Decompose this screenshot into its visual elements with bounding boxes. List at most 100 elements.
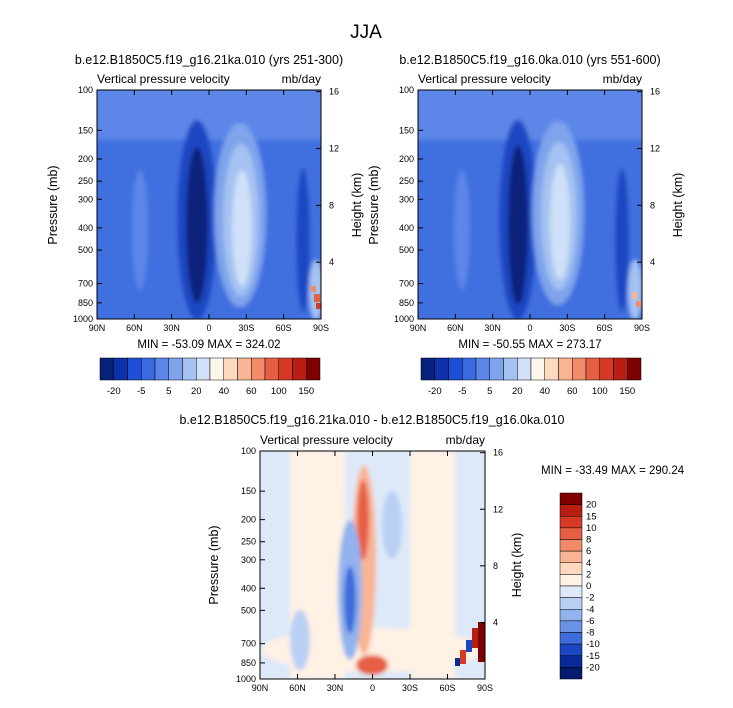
y-tick-label: 500 xyxy=(241,605,256,615)
x-tick-label: 90N xyxy=(89,323,106,333)
y2-tick-label: 8 xyxy=(650,200,655,210)
colorbar-swatch xyxy=(627,357,642,381)
panel-3-lower-warm xyxy=(262,628,482,672)
colorbar-label: 60 xyxy=(567,386,578,397)
colorbar-label: -10 xyxy=(586,639,600,650)
colorbar-swatch xyxy=(517,357,532,381)
panel-3-upper-blue xyxy=(382,491,402,559)
colorbar-label: 6 xyxy=(586,546,591,557)
colorbar-label: 8 xyxy=(586,535,591,546)
panel-1-y2label: Height (km) xyxy=(350,173,364,238)
x-tick-label: 60N xyxy=(447,323,464,333)
y2-tick-label: 12 xyxy=(493,504,503,514)
colorbar-label: -5 xyxy=(458,386,466,397)
y-tick-label: 300 xyxy=(241,555,256,565)
panel-3-y2label: Height (km) xyxy=(510,533,524,598)
colorbar-swatch xyxy=(127,357,142,381)
panel-1-hotspot-a xyxy=(311,286,316,292)
panel-1-top-band xyxy=(97,90,321,140)
panel-3-ticks: 90N 60N 30N 0 30S 60S 90S 100 150 200 250 300 400 500… xyxy=(236,446,503,693)
panel-1-colorbar: -20 -5 5 20 40 60 100 150 xyxy=(99,357,321,397)
y-tick-label: 400 xyxy=(241,583,256,593)
panel-3: b.e12.B1850C5.f19_g16.21ka.010 - b.e12.B… xyxy=(179,413,684,693)
colorbar-swatch xyxy=(475,357,490,381)
panel-1-hotspot-c xyxy=(316,303,321,309)
y-tick-label: 500 xyxy=(399,245,414,255)
colorbar-swatch xyxy=(559,527,583,540)
panel-3-title: b.e12.B1850C5.f19_g16.21ka.010 - b.e12.B… xyxy=(179,413,564,427)
colorbar-swatch xyxy=(559,492,583,505)
x-tick-label: 90S xyxy=(634,323,650,333)
colorbar-swatch xyxy=(559,516,583,529)
x-tick-label: 30S xyxy=(559,323,575,333)
panel-3-nh-blue xyxy=(290,610,310,670)
x-tick-label: 30N xyxy=(484,323,501,333)
colorbar-swatch xyxy=(530,357,545,381)
colorbar-swatch xyxy=(462,357,477,381)
panel-2: b.e12.B1850C5.f19_g16.0ka.010 (yrs 551-6… xyxy=(367,53,685,397)
y-tick-label: 100 xyxy=(241,446,256,456)
colorbar-label: -20 xyxy=(107,386,121,397)
colorbar-label: 100 xyxy=(592,386,608,397)
y-tick-label: 250 xyxy=(241,537,256,547)
x-tick-label: 90N xyxy=(252,683,269,693)
y-tick-label: 850 xyxy=(78,298,93,308)
colorbar-label: 10 xyxy=(586,523,597,534)
x-tick-label: 30N xyxy=(163,323,180,333)
colorbar-swatch xyxy=(306,357,321,381)
colorbar-swatch xyxy=(559,609,583,622)
colorbar-label: 15 xyxy=(586,511,597,522)
panel-1-sh-updraft xyxy=(296,168,310,312)
colorbar-swatch xyxy=(559,539,583,552)
colorbar-swatch xyxy=(558,357,573,381)
y2-tick-label: 12 xyxy=(650,144,660,154)
y-tick-label: 500 xyxy=(78,245,93,255)
colorbar-swatch xyxy=(237,357,252,381)
y-tick-label: 100 xyxy=(78,85,93,95)
y-tick-label: 150 xyxy=(241,486,256,496)
y2-tick-label: 4 xyxy=(329,257,334,267)
panel-3-right-label: mb/day xyxy=(446,433,485,447)
colorbar-label: 100 xyxy=(271,386,287,397)
panel-1-subsidence-core xyxy=(232,170,252,286)
y-tick-label: 1000 xyxy=(236,674,256,684)
y2-tick-label: 8 xyxy=(493,561,498,571)
colorbar-swatch xyxy=(434,357,449,381)
panel-2-top-band xyxy=(418,90,642,140)
panel-1-hotspot-b xyxy=(314,294,320,302)
y-tick-label: 700 xyxy=(241,639,256,649)
x-tick-label: 0 xyxy=(527,323,532,333)
panel-3-hotspot-a xyxy=(472,628,480,648)
panel-2-stats: MIN = -50.55 MAX = 273.17 xyxy=(458,339,601,351)
x-tick-label: 90N xyxy=(410,323,427,333)
colorbar-label: -2 xyxy=(586,593,594,604)
colorbar-swatch xyxy=(559,504,583,517)
panel-1-title: b.e12.B1850C5.f19_g16.21ka.010 (yrs 251-… xyxy=(75,53,343,67)
colorbar-swatch xyxy=(154,357,169,381)
colorbar-label: -4 xyxy=(586,604,594,615)
colorbar-swatch xyxy=(264,357,279,381)
colorbar-swatch xyxy=(559,620,583,633)
y-tick-label: 150 xyxy=(78,125,93,135)
colorbar-swatch xyxy=(559,585,583,598)
colorbar-label: 5 xyxy=(487,386,492,397)
panel-3-field xyxy=(260,451,485,679)
x-tick-label: 30S xyxy=(238,323,254,333)
y-tick-label: 100 xyxy=(399,85,414,95)
y2-tick-label: 4 xyxy=(650,257,655,267)
y-tick-label: 400 xyxy=(399,223,414,233)
y2-tick-label: 8 xyxy=(329,200,334,210)
colorbar-swatch xyxy=(489,357,504,381)
colorbar-swatch xyxy=(559,550,583,563)
colorbar-label: 60 xyxy=(246,386,257,397)
panel-1-nh-light xyxy=(132,170,148,290)
colorbar-label: 5 xyxy=(166,386,171,397)
panel-1-updraft-core xyxy=(186,147,208,303)
colorbar-label: 150 xyxy=(298,386,314,397)
colorbar-label: 20 xyxy=(191,386,202,397)
y-tick-label: 200 xyxy=(241,515,256,525)
y2-tick-label: 16 xyxy=(329,87,339,97)
x-tick-label: 0 xyxy=(370,683,375,693)
